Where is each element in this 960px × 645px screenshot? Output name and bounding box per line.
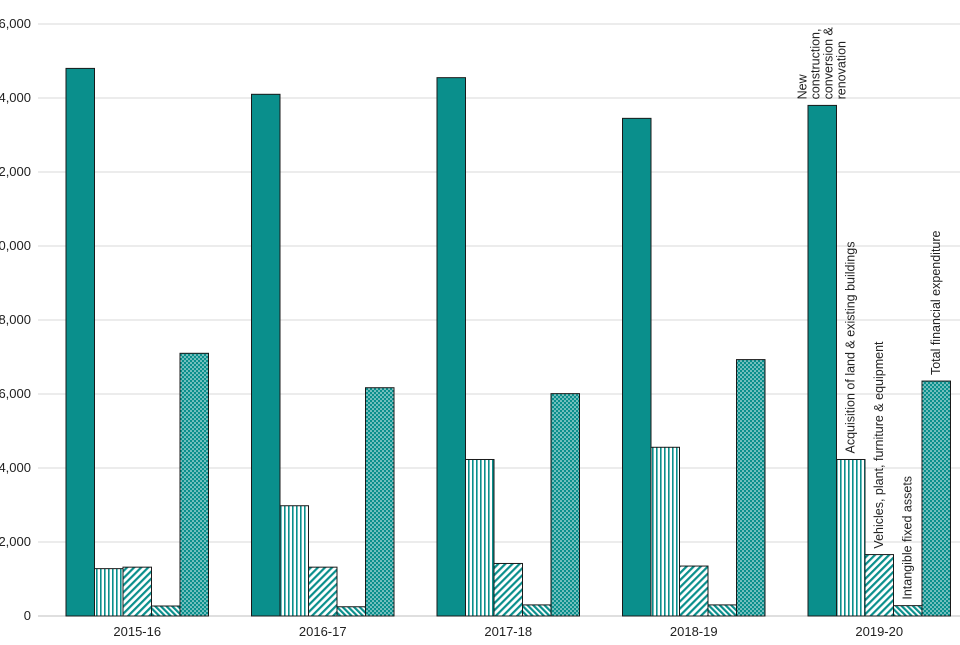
bar: [94, 568, 124, 617]
y-tick-label: 4,000: [0, 460, 31, 475]
bar: [465, 458, 495, 617]
bar: [336, 606, 366, 617]
bars: [65, 67, 951, 617]
series-label: Total financial expenditure: [929, 230, 943, 375]
y-tick-label: 6,000: [0, 386, 31, 401]
y-tick-label: 12,000: [0, 164, 31, 179]
series-label: New: [796, 73, 810, 99]
y-axis-tick-labels: 0 2,000 4,000 6,000 8,000 10,000 12,000 14,000 1…: [0, 16, 31, 623]
x-tick-label: 2017-18: [484, 624, 532, 639]
bar: [522, 604, 552, 617]
y-tick-label: 0: [24, 608, 31, 623]
bar: [707, 604, 737, 617]
x-tick-label: 2018-19: [670, 624, 718, 639]
series-label: Intangible fixed assets: [901, 476, 915, 600]
bar: [365, 387, 395, 617]
y-tick-label: 8,000: [0, 312, 31, 327]
series-labels: New construction, conversion & renovation Ac…: [796, 26, 944, 599]
bar: [736, 359, 766, 617]
bar: [893, 605, 923, 617]
x-tick-label: 2016-17: [299, 624, 347, 639]
bar: [650, 446, 680, 617]
bar: [65, 67, 95, 617]
bar: [864, 554, 894, 617]
series-label: Acquisition of land & existing buildings: [844, 242, 858, 454]
bar: [622, 117, 652, 617]
bar: [493, 562, 523, 617]
bar: [308, 566, 338, 617]
x-tick-label: 2015-16: [113, 624, 161, 639]
series-label: construction,: [809, 29, 823, 100]
bar: [921, 380, 951, 617]
y-tick-label: 10,000: [0, 238, 31, 253]
bar: [122, 566, 152, 617]
y-tick-label: 16,000: [0, 16, 31, 31]
bar: [679, 565, 709, 617]
bar: [836, 458, 866, 617]
series-label: renovation: [835, 41, 849, 99]
x-tick-label: 2019-20: [855, 624, 903, 639]
y-tick-label: 14,000: [0, 90, 31, 105]
x-axis-tick-labels: 2015-16 2016-17 2017-18 2018-19 2019-20: [113, 624, 903, 639]
bar: [279, 505, 309, 617]
bar: [151, 605, 181, 617]
series-label: conversion &: [822, 26, 836, 99]
bar: [807, 104, 837, 617]
bar: [251, 93, 281, 617]
bar: [550, 393, 580, 617]
bar: [436, 77, 466, 617]
series-label: Vehicles, plant, furniture & equipment: [872, 341, 886, 549]
bar: [179, 352, 209, 617]
y-tick-label: 2,000: [0, 534, 31, 549]
